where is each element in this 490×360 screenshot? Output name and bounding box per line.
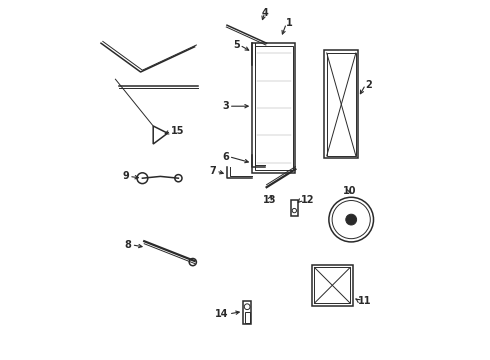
Text: 3: 3 (222, 101, 229, 111)
Text: 6: 6 (222, 152, 229, 162)
Bar (245, 312, 250, 323)
Text: 10: 10 (343, 186, 356, 196)
Text: 14: 14 (215, 309, 229, 319)
Circle shape (346, 214, 357, 225)
Bar (243, 301, 251, 324)
Text: 5: 5 (233, 40, 240, 50)
Text: 11: 11 (358, 296, 372, 306)
Text: 9: 9 (122, 171, 129, 181)
Text: 12: 12 (301, 195, 314, 205)
Bar (255, 46, 293, 170)
Text: 13: 13 (263, 195, 276, 205)
Text: 8: 8 (125, 240, 132, 250)
Bar (291, 200, 297, 216)
Bar (327, 53, 356, 156)
Text: 7: 7 (209, 166, 216, 176)
Text: 2: 2 (366, 80, 372, 90)
Bar (252, 43, 295, 173)
Text: 15: 15 (171, 126, 185, 136)
Text: 1: 1 (286, 18, 293, 28)
Bar (312, 265, 353, 306)
Bar (315, 267, 350, 303)
Bar (324, 50, 358, 158)
Text: 4: 4 (262, 8, 268, 18)
